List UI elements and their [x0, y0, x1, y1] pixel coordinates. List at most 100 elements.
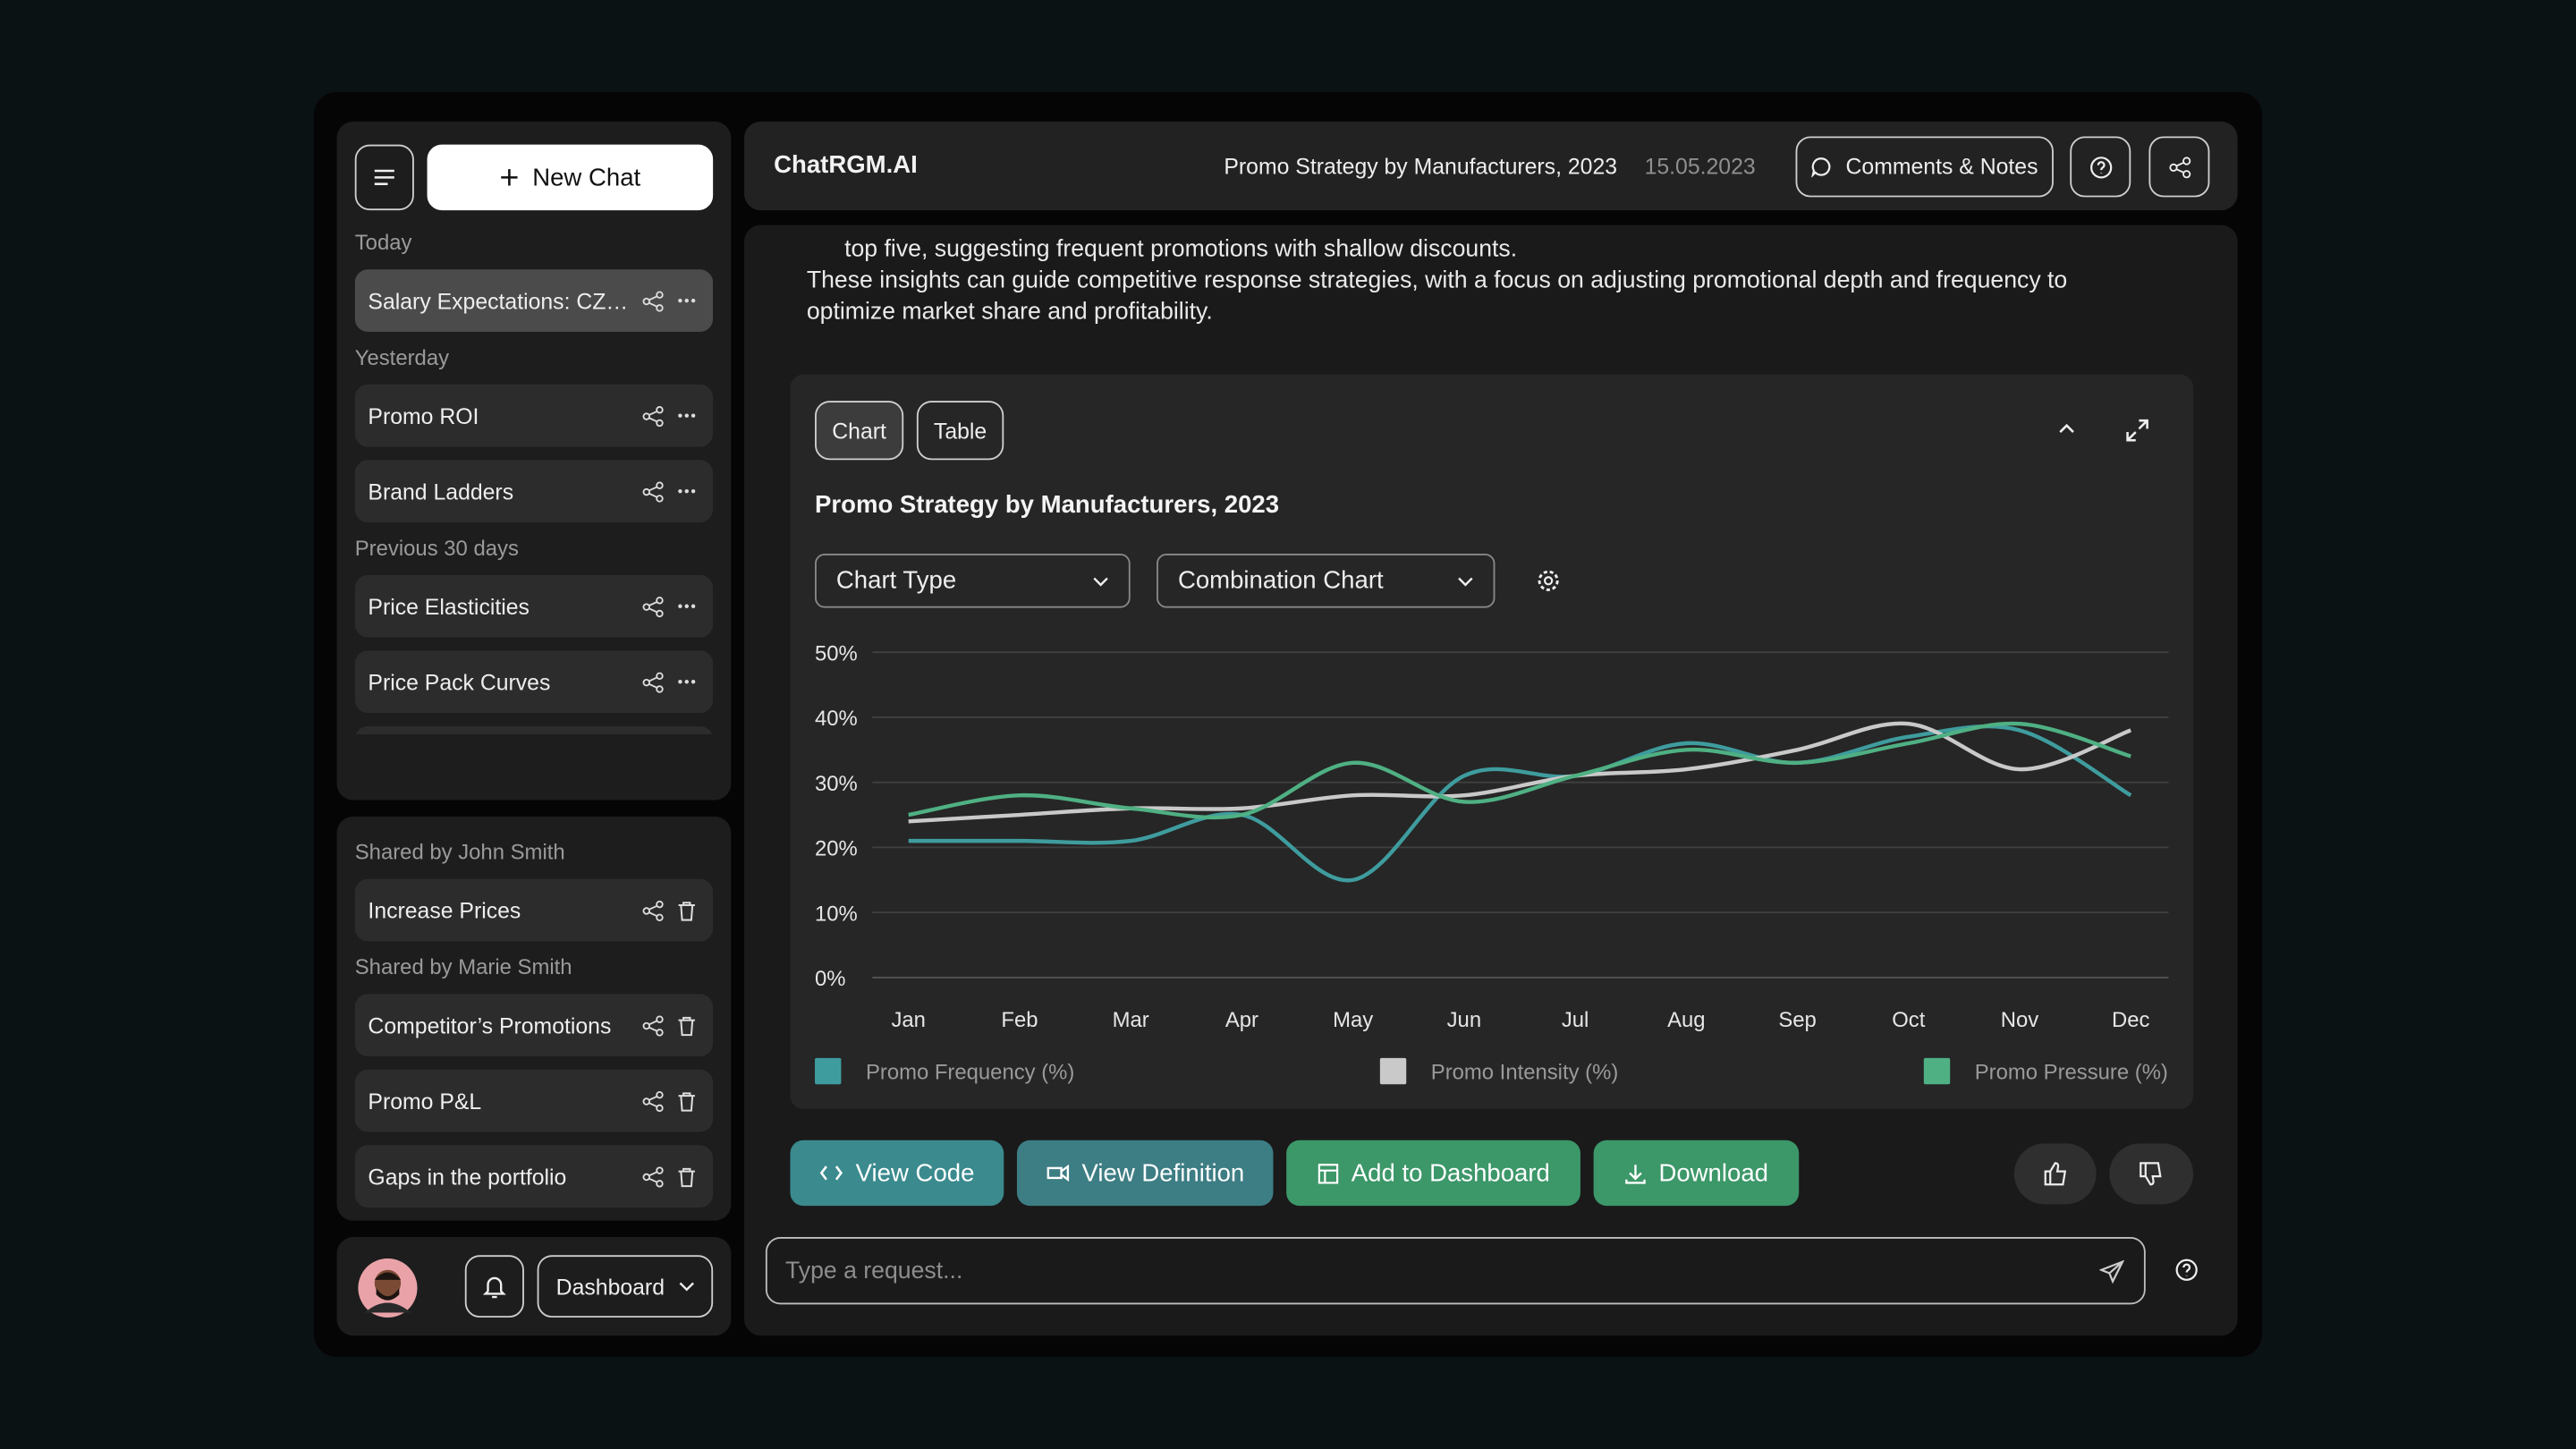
share-icon[interactable] — [642, 480, 664, 502]
share-icon[interactable] — [642, 671, 664, 692]
comment-icon — [1811, 157, 1832, 178]
download-icon — [1624, 1164, 1646, 1183]
view-definition-button[interactable]: View Definition — [1016, 1140, 1274, 1207]
notifications-button[interactable] — [464, 1255, 524, 1318]
share-icon[interactable] — [642, 596, 664, 617]
chart-kind-label: Combination Chart — [1177, 566, 1384, 595]
chat-item-label: Competitor’s Promotions — [368, 1013, 612, 1038]
header: ChatRGM.AI Promo Strategy by Manufacture… — [744, 121, 2238, 211]
chat-item[interactable]: Price Pack Curves — [354, 650, 714, 714]
download-label: Download — [1658, 1158, 1768, 1188]
input-placeholder: Type a request... — [784, 1258, 963, 1285]
y-tick-label: 50% — [815, 641, 858, 665]
menu-button[interactable] — [354, 144, 414, 211]
y-tick-label: 20% — [815, 837, 858, 861]
expand-icon[interactable] — [2126, 419, 2149, 442]
delete-icon[interactable] — [677, 900, 697, 921]
share-icon[interactable] — [642, 405, 664, 427]
chart-tab[interactable]: Chart — [815, 401, 904, 461]
share-icon[interactable] — [642, 1090, 664, 1112]
chat-item[interactable]: Brand Ladders — [354, 460, 714, 523]
sidebar-shared: Shared by John Smith Increase Prices Share… — [336, 816, 732, 1221]
x-tick-label: Apr — [1225, 1008, 1258, 1032]
delete-icon[interactable] — [677, 1090, 697, 1112]
chat-item[interactable]: Price Elasticities — [354, 574, 714, 638]
new-chat-label: New Chat — [532, 163, 641, 191]
legend-label: Promo Intensity (%) — [1431, 1061, 1619, 1085]
share-icon[interactable] — [642, 1014, 664, 1036]
chat-item[interactable]: Competitor’s Promotions — [354, 994, 714, 1057]
bell-icon — [483, 1275, 506, 1298]
more-icon[interactable] — [677, 297, 697, 303]
chart-kind-dropdown[interactable]: Combination Chart — [1157, 553, 1496, 608]
send-icon[interactable] — [2099, 1259, 2124, 1285]
download-button[interactable]: Download — [1593, 1140, 1800, 1207]
chat-item-label: Brand Ladders — [368, 479, 514, 504]
dashboard-icon — [1317, 1163, 1338, 1183]
x-tick-label: Sep — [1778, 1008, 1816, 1032]
share-icon — [2168, 156, 2190, 178]
chat-title: Promo Strategy by Manufacturers, 2023 — [1224, 154, 1618, 180]
avatar[interactable] — [357, 1257, 419, 1319]
delete-icon[interactable] — [677, 1165, 697, 1187]
group-label: Previous 30 days — [354, 535, 519, 561]
x-tick-label: Aug — [1667, 1008, 1705, 1032]
add-dashboard-button[interactable]: Add to Dashboard — [1286, 1140, 1580, 1207]
brand: ChatRGM.AI — [774, 150, 918, 180]
x-tick-label: Feb — [1001, 1008, 1038, 1032]
chart-title: Promo Strategy by Manufacturers, 2023 — [815, 491, 1280, 520]
chat-item-label: Gaps in the portfolio — [368, 1164, 567, 1189]
group-label: Yesterday — [354, 344, 450, 370]
more-icon[interactable] — [677, 679, 697, 685]
comments-label: Comments & Notes — [1845, 154, 2038, 180]
legend-swatch — [1379, 1057, 1407, 1085]
sidebar-footer: Dashboard — [336, 1237, 732, 1336]
chat-item[interactable]: Promo P&L — [354, 1069, 714, 1132]
chat-item[interactable]: Salary Expectations: CZ — [354, 725, 714, 735]
settings-icon[interactable] — [1536, 569, 1561, 594]
share-icon[interactable] — [642, 1165, 664, 1187]
new-chat-button[interactable]: New Chat — [427, 144, 714, 211]
help-icon — [2089, 156, 2112, 178]
request-input[interactable]: Type a request... — [765, 1237, 2146, 1305]
delete-icon[interactable] — [677, 1014, 697, 1036]
chat-item[interactable]: Salary Expectations: CZ… — [354, 269, 714, 333]
more-icon[interactable] — [677, 412, 697, 419]
help-button[interactable] — [2070, 136, 2131, 198]
chart-type-dropdown[interactable]: Chart Type — [815, 553, 1131, 608]
view-code-label: View Code — [855, 1158, 975, 1188]
dashboard-dropdown[interactable]: Dashboard — [537, 1255, 714, 1318]
chat-item[interactable]: Gaps in the portfolio — [354, 1145, 714, 1208]
thumbs-down-icon — [2140, 1162, 2162, 1186]
thumbs-up-icon — [2043, 1162, 2066, 1186]
chat-item-label: Salary Expectations: CZ… — [368, 288, 629, 313]
share-icon[interactable] — [642, 290, 664, 311]
group-label: Shared by John Smith — [354, 839, 565, 865]
more-icon[interactable] — [677, 603, 697, 609]
more-icon[interactable] — [677, 488, 697, 495]
collapse-icon[interactable] — [2055, 420, 2079, 436]
legend-swatch — [1923, 1057, 1951, 1085]
thumbs-up-button[interactable] — [2013, 1143, 2097, 1205]
input-help-icon[interactable] — [2175, 1258, 2199, 1282]
definition-icon — [1046, 1164, 1069, 1182]
x-tick-label: May — [1333, 1008, 1373, 1032]
share-button[interactable] — [2148, 136, 2210, 198]
x-tick-label: Dec — [2112, 1008, 2150, 1032]
x-tick-label: Jun — [1447, 1008, 1481, 1032]
chart-card: Chart Table Promo Strategy by Manufactur… — [790, 374, 2194, 1109]
menu-icon — [374, 169, 394, 186]
plus-icon — [501, 169, 518, 186]
comments-button[interactable]: Comments & Notes — [1795, 136, 2054, 198]
caret-icon — [1458, 576, 1473, 586]
share-icon[interactable] — [642, 899, 664, 921]
chat-item[interactable]: Increase Prices — [354, 878, 714, 942]
thumbs-down-button[interactable] — [2109, 1143, 2194, 1205]
view-code-button[interactable]: View Code — [790, 1140, 1004, 1207]
table-tab[interactable]: Table — [916, 401, 1004, 461]
chat-item-label: Promo P&L — [368, 1088, 482, 1114]
history-list: Today Salary Expectations: CZ… Yesterday Pr… — [354, 210, 714, 735]
chat-item[interactable]: Promo ROI — [354, 384, 714, 447]
series-line — [908, 721, 2131, 820]
